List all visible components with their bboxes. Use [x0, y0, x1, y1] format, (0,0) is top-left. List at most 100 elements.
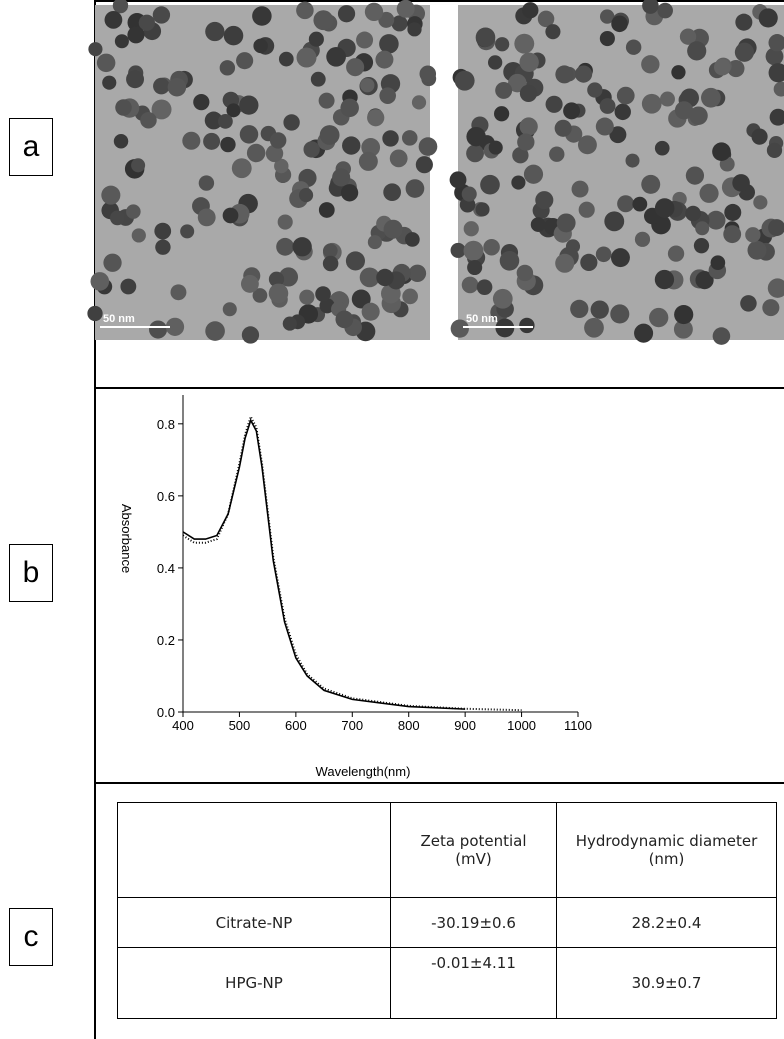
particle: [276, 237, 294, 256]
particle: [765, 47, 784, 66]
particle: [315, 286, 331, 302]
particle: [450, 242, 466, 258]
particle: [642, 0, 659, 14]
x-tick-label: 700: [341, 718, 363, 733]
particle: [461, 186, 477, 202]
particle: [283, 114, 300, 131]
particle: [96, 53, 116, 73]
particle: [367, 109, 385, 127]
particle: [418, 137, 438, 156]
particle: [152, 6, 171, 24]
particle: [522, 2, 539, 19]
particle: [519, 84, 538, 103]
particle: [407, 22, 422, 37]
table-cell: Zeta potential (mV): [390, 802, 557, 898]
particle: [732, 174, 750, 192]
particle: [673, 319, 693, 339]
particle: [766, 142, 783, 158]
particle: [712, 142, 731, 161]
particle: [101, 185, 121, 205]
particle: [205, 321, 225, 341]
particle: [346, 58, 365, 77]
particle: [584, 317, 604, 338]
particle: [671, 65, 686, 80]
particle: [617, 195, 635, 213]
particle: [649, 307, 669, 328]
particle: [299, 188, 314, 203]
particle: [571, 180, 589, 198]
particle: [383, 183, 402, 202]
particle: [113, 134, 129, 149]
particle: [361, 302, 380, 321]
particle: [218, 113, 233, 129]
panel-label: a: [9, 118, 53, 176]
particle: [499, 251, 520, 271]
particle: [654, 140, 670, 156]
particle: [461, 276, 479, 294]
particle: [495, 37, 510, 52]
particle: [88, 42, 103, 57]
table-cell: 30.9±0.7: [556, 947, 777, 1019]
particle: [120, 278, 137, 295]
particle: [151, 99, 172, 120]
particle: [695, 221, 710, 236]
particle: [278, 51, 294, 67]
particle: [303, 141, 320, 158]
particle: [555, 253, 575, 273]
particle: [165, 317, 185, 336]
particle: [405, 179, 425, 198]
particle: [332, 168, 351, 187]
particle: [154, 222, 172, 240]
particle: [246, 143, 266, 163]
particle: [727, 60, 745, 78]
particle: [514, 33, 535, 54]
x-tick-label: 1100: [564, 718, 592, 733]
particle: [170, 284, 187, 301]
particle: [549, 146, 565, 162]
particle: [222, 207, 239, 224]
particle: [466, 126, 486, 147]
particle: [310, 71, 326, 87]
particle: [351, 289, 371, 309]
particle: [356, 31, 374, 49]
particle: [769, 108, 784, 126]
particle: [239, 95, 259, 115]
particle: [751, 128, 768, 145]
y-tick-label: 0.8: [157, 417, 175, 432]
particle: [758, 8, 778, 28]
particle: [402, 130, 418, 146]
particle: [340, 98, 359, 118]
particle: [323, 243, 338, 259]
particle: [419, 65, 437, 83]
spectrum-line: [182, 418, 466, 710]
scale-bar-label: 50 nm: [103, 313, 135, 325]
table-row: Citrate-NP -30.19±0.6 28.2±0.4: [117, 897, 777, 948]
particle: [467, 259, 483, 276]
particle: [239, 125, 259, 144]
particle: [712, 327, 731, 345]
particle: [710, 255, 726, 271]
particle: [475, 202, 490, 217]
particle: [483, 238, 500, 256]
particle: [660, 91, 675, 107]
particle: [450, 319, 469, 338]
particle: [768, 219, 784, 237]
particle: [745, 227, 761, 243]
particle: [322, 255, 339, 272]
particle: [685, 205, 701, 222]
particle: [679, 28, 697, 45]
particle: [337, 5, 356, 23]
x-tick-label: 900: [454, 718, 476, 733]
table-cell: HPG-NP: [117, 947, 391, 1019]
particle: [375, 50, 394, 69]
particle: [767, 278, 784, 298]
particle: [296, 1, 314, 20]
y-tick-label: 0.6: [157, 489, 175, 504]
particle: [411, 95, 427, 110]
particle: [599, 30, 615, 47]
particle: [590, 300, 609, 319]
particle: [580, 253, 598, 272]
particle: [449, 171, 467, 189]
particle: [226, 103, 241, 118]
